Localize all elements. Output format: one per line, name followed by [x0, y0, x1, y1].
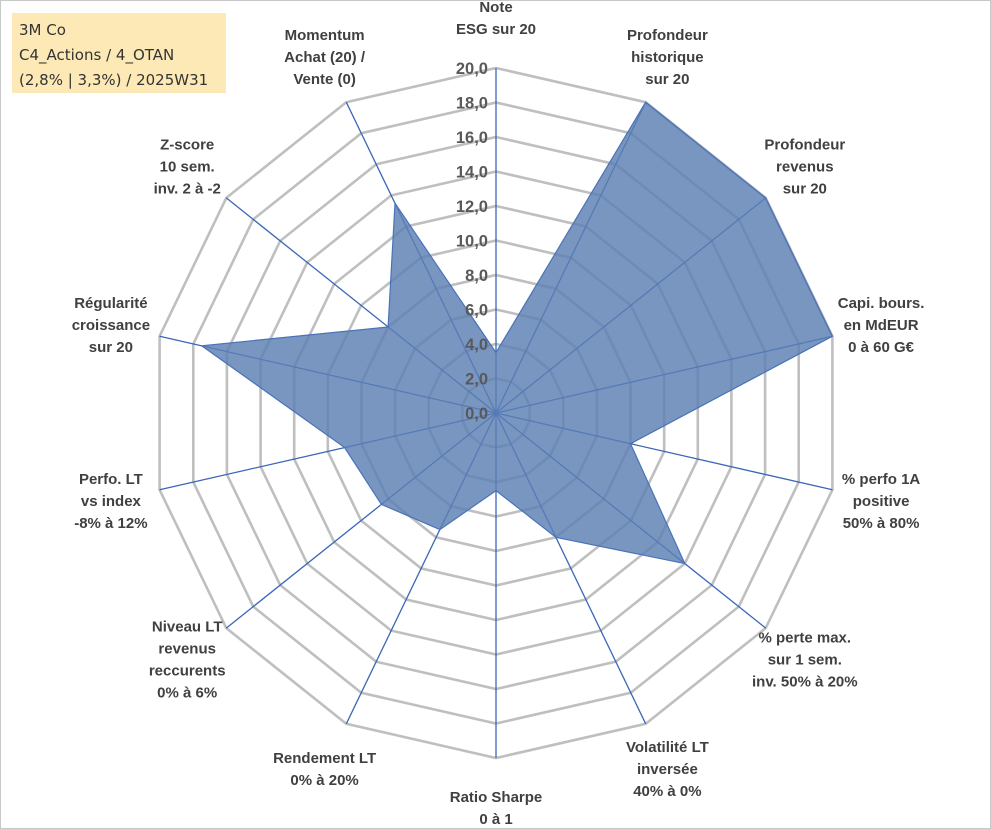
category-label: Profondeur historique sur 20 [627, 27, 708, 88]
tick-label: 18,0 [456, 95, 488, 113]
category-label: Z-score 10 sem. inv. 2 à -2 [154, 137, 221, 198]
category-label: Perfo. LT vs index -8% à 12% [74, 471, 147, 532]
radial-tick-labels: 0,0 2,0 4,0 6,0 8,0 10,0 12,0 14,0 16,0 18,0 20,0 [456, 60, 488, 423]
tick-label: 2,0 [465, 371, 488, 389]
radar-series-area [200, 101, 834, 565]
tick-label: 8,0 [465, 267, 488, 285]
tick-label: 12,0 [456, 198, 488, 216]
tick-label: 4,0 [465, 336, 488, 354]
info-category: C4_Actions / 4_OTAN [19, 46, 175, 64]
category-label: Momentum Achat (20) / Vente (0) [284, 27, 366, 88]
tick-label: 0,0 [465, 405, 488, 423]
info-period: (2,8% | 3,3%) / 2025W31 [19, 71, 209, 89]
category-labels: Note ESG sur 20 Profondeur historique sur 20… [72, 1, 925, 828]
category-label: Rendement LT 0% à 20% [273, 750, 376, 789]
tick-label: 10,0 [456, 233, 488, 251]
category-label: Capi. bours. en MdEUR 0 à 60 G€ [838, 295, 925, 356]
category-label: Ratio Sharpe 0 à 1 [450, 789, 543, 828]
category-label: Niveau LT revenus reccurents 0% à 6% [149, 618, 226, 701]
tick-label: 20,0 [456, 60, 488, 78]
tick-label: 16,0 [456, 129, 488, 147]
category-label: % perfo 1A positive 50% à 80% [842, 471, 921, 532]
category-label: Volatilité LT inversée 40% à 0% [626, 739, 709, 800]
info-box: 3M Co C4_Actions / 4_OTAN (2,8% | 3,3%) … [12, 13, 226, 93]
tick-label: 6,0 [465, 302, 488, 320]
category-label: % perte max. sur 1 sem. inv. 50% à 20% [752, 629, 858, 690]
tick-label: 14,0 [456, 164, 488, 182]
category-label: Profondeur revenus sur 20 [764, 137, 845, 198]
info-company: 3M Co [19, 21, 66, 39]
category-label: Régularité croissance sur 20 [72, 295, 150, 356]
category-label: Note ESG sur 20 [456, 1, 536, 38]
